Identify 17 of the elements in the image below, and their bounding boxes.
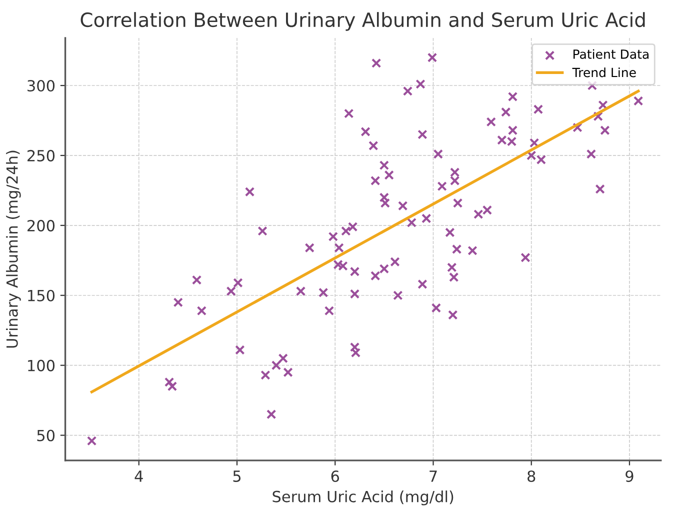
- y-tick-label: 300: [28, 80, 55, 92]
- y-axis-title: Urinary Albumin (mg/24h): [6, 150, 21, 348]
- x-axis-title: Serum Uric Acid (mg/dl): [272, 490, 454, 506]
- y-tick-label: 200: [28, 220, 55, 232]
- y-tick-label: 250: [28, 150, 55, 162]
- x-tick-label: 4: [134, 470, 143, 482]
- y-tick-label: 50: [37, 430, 55, 442]
- x-tick-label: 6: [331, 470, 340, 482]
- x-tick-label: 5: [233, 470, 241, 482]
- x-tick-label: 7: [430, 470, 437, 482]
- y-tick-label: 150: [28, 290, 55, 302]
- legend-label: Trend Line: [572, 68, 636, 78]
- y-tick-label: 100: [28, 360, 55, 372]
- x-tick-label: 9: [626, 470, 634, 482]
- legend-label: Patient Data: [574, 49, 649, 59]
- x-tick-label: 8: [528, 470, 536, 482]
- chart-title: Correlation Between Urinary Albumin and Serum Uric Acid: [80, 12, 645, 31]
